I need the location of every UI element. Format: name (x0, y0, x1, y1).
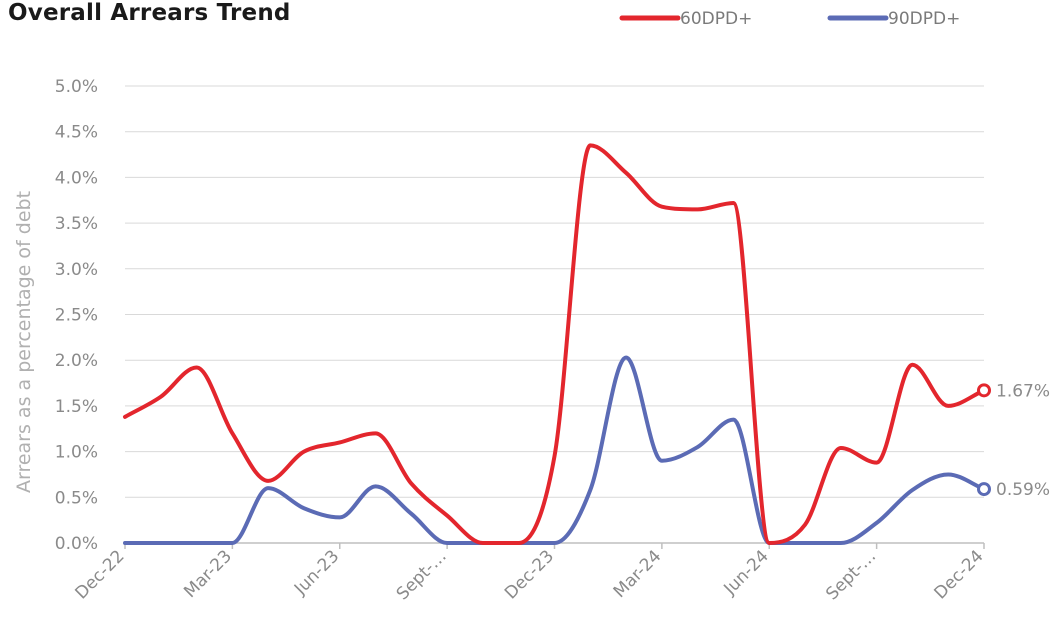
series-line-60dpd (123, 143, 986, 546)
y-axis-ticks: 0.0% 0.5% 1.0% 1.5% 2.0% 2.5% 3.0% 3.5% 4.0% 4.5%… (55, 77, 98, 554)
series-line-90dpd (123, 355, 986, 546)
y-tick-label: 3.5% (55, 214, 98, 234)
legend: 60DPD+ 90DPD+ (619, 9, 960, 29)
end-label-90dpd: 0.59% (996, 480, 1050, 500)
end-marker-90dpd (977, 482, 991, 497)
x-tick-label: Mar-23 (180, 546, 236, 602)
legend-label-90dpd: 90DPD+ (888, 9, 960, 29)
x-axis: Dec-22 Mar-23 Jun-23 Sept-… Dec-23 Mar-24 Jun-… (71, 542, 988, 604)
chart-title: Overall Arrears Trend (8, 0, 291, 26)
y-tick-label: 1.5% (55, 397, 98, 417)
end-label-60dpd: 1.67% (996, 381, 1050, 401)
legend-label-60dpd: 60DPD+ (680, 9, 752, 29)
x-tick-label: Dec-22 (71, 546, 128, 603)
end-marker-60dpd (977, 383, 991, 398)
x-tick-label: Dec-24 (930, 546, 987, 603)
x-tick-label: Dec-23 (501, 546, 558, 603)
y-tick-label: 5.0% (55, 77, 98, 97)
y-tick-label: 1.0% (55, 443, 98, 463)
y-tick-label: 4.5% (55, 123, 98, 143)
y-tick-label: 0.0% (55, 534, 98, 554)
x-tick-label: Sept-… (393, 546, 451, 604)
x-tick-label: Mar-24 (610, 546, 666, 602)
gridlines (125, 85, 984, 498)
y-tick-label: 2.5% (55, 306, 98, 326)
series-lines: 0.59% 1.67% (123, 143, 1050, 546)
y-axis-label: Arrears as a percentage of debt (13, 191, 35, 493)
x-tick-label: Sept-… (822, 546, 880, 604)
y-tick-label: 0.5% (55, 488, 98, 508)
y-tick-label: 2.0% (55, 351, 98, 371)
x-tick-label: Jun-24 (720, 546, 773, 599)
y-tick-label: 3.0% (55, 260, 98, 280)
y-tick-label: 4.0% (55, 168, 98, 188)
x-tick-label: Jun-23 (290, 546, 343, 599)
